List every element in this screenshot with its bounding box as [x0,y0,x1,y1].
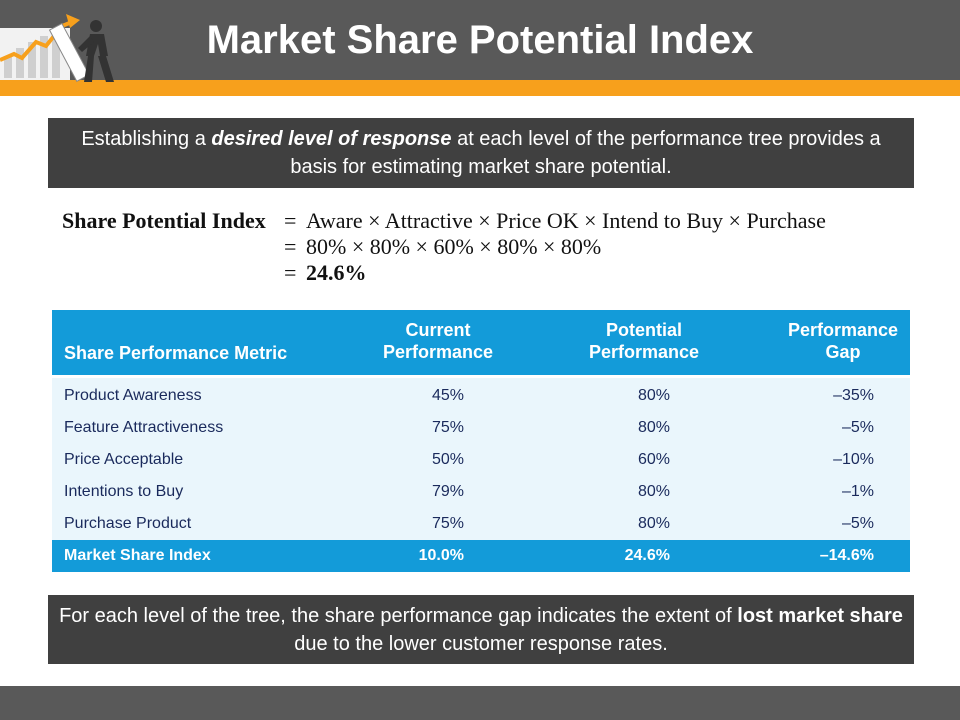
accent-stripe [0,80,960,96]
current-cell: 75% [431,419,464,436]
current-cell: 45% [431,387,464,404]
conclusion-text-start: For each level of the tree, the share pe… [59,605,738,627]
gap-cell: –10% [833,451,874,468]
potential-cell: 80% [637,387,670,404]
equals-sign: = [284,260,297,285]
table-row: Purchase Product 75% 80% –5% [52,508,910,540]
potential-cell: 80% [637,515,670,532]
header-potential-line1: Potential [605,320,682,340]
metric-cell: Intentions to Buy [64,483,184,500]
formula-result: 24.6% [306,260,367,285]
header-current-line2: Performance [382,342,494,362]
footer-bar [0,686,960,720]
header-current: Current Performance [382,319,494,363]
table-row: Product Awareness 45% 80% –35% [52,380,910,412]
current-cell: 75% [431,515,464,532]
table-row: Intentions to Buy 79% 80% –1% [52,476,910,508]
formula-row-3: = 24.6% [62,260,826,286]
title-bar [0,0,960,80]
header-potential-line2: Performance [588,342,700,362]
intro-text-end: at each level of the performance tree pr… [290,128,881,178]
potential-cell: 80% [637,483,670,500]
table-row: Price Acceptable 50% 60% –10% [52,444,910,476]
formula-row-2: = 80% × 80% × 60% × 80% × 80% [62,234,826,260]
intro-emphasis: desired level of response [211,128,452,150]
formula-label: Share Potential Index [62,208,266,233]
formula-values: 80% × 80% × 60% × 80% × 80% [306,234,602,259]
metric-cell: Price Acceptable [64,451,184,468]
intro-text-start: Establishing a [81,128,212,150]
header-potential: Potential Performance [584,319,704,363]
header-gap-line2: Gap [825,342,861,362]
metric-cell: Feature Attractiveness [64,419,224,436]
table-total-row: Market Share Index 10.0% 24.6% –14.6% [52,540,910,572]
table-header: Share Performance Metric Current Perform… [52,310,910,375]
header-gap: Performance Gap [782,319,904,363]
formula-row-1: Share Potential Index = Aware × Attracti… [62,208,826,234]
page-title: Market Share Potential Index [206,18,754,62]
table-row: Feature Attractiveness 75% 80% –5% [52,412,910,444]
gap-cell: –1% [841,483,874,500]
equals-sign: = [284,234,297,259]
intro-callout: Establishing a desired level of response… [48,118,914,188]
share-performance-table: Share Performance Metric Current Perform… [52,310,910,572]
table-body: Product Awareness 45% 80% –35% Feature A… [52,375,910,540]
share-potential-formula: Share Potential Index = Aware × Attracti… [62,208,826,286]
metric-cell: Product Awareness [64,387,202,404]
conclusion-emphasis: lost market share [737,605,903,627]
total-current-cell: 10.0% [418,547,464,564]
header-current-line1: Current [405,320,471,340]
metric-cell: Purchase Product [64,515,192,532]
current-cell: 50% [431,451,464,468]
total-metric-cell: Market Share Index [64,547,211,564]
total-potential-cell: 24.6% [624,547,670,564]
gap-cell: –5% [841,419,874,436]
equals-sign: = [284,208,297,233]
gap-cell: –35% [833,387,874,404]
potential-cell: 80% [637,419,670,436]
header-metric: Share Performance Metric [64,343,288,363]
formula-factors: Aware × Attractive × Price OK × Intend t… [306,208,826,233]
total-gap-cell: –14.6% [819,547,874,564]
gap-cell: –5% [841,515,874,532]
conclusion-callout: For each level of the tree, the share pe… [48,595,914,664]
potential-cell: 60% [637,451,670,468]
current-cell: 79% [431,483,464,500]
conclusion-text-end: due to the lower customer response rates… [294,633,668,655]
header-gap-line1: Performance [787,320,899,340]
marketing-profits-logo [0,14,114,82]
